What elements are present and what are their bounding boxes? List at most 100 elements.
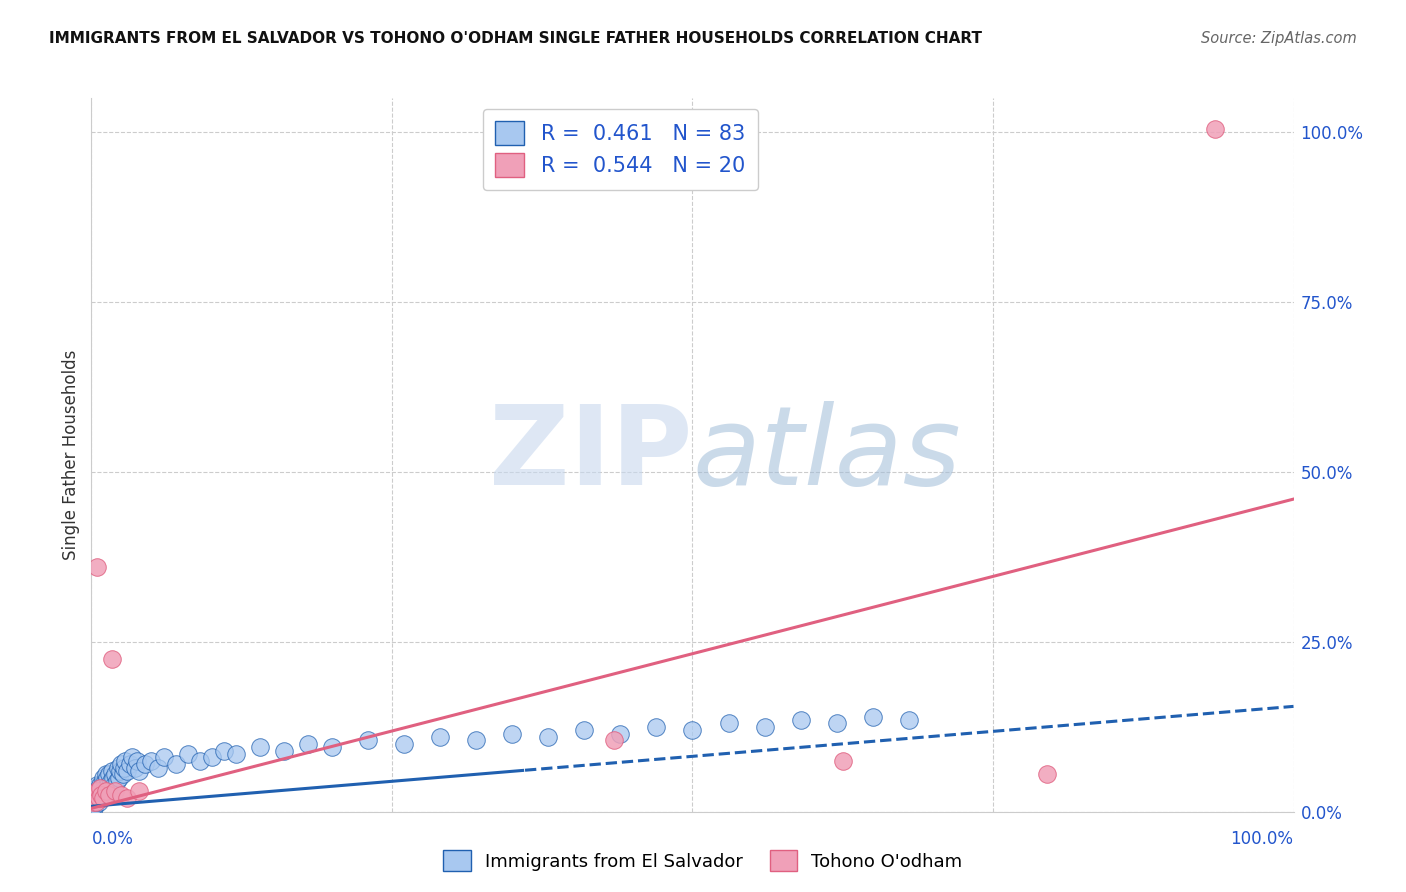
Point <box>82 795 104 809</box>
Point <box>249 740 271 755</box>
Point <box>90 780 112 795</box>
Point <box>93 788 115 802</box>
Point <box>114 754 136 768</box>
Text: IMMIGRANTS FROM EL SALVADOR VS TOHONO O'ODHAM SINGLE FATHER HOUSEHOLDS CORRELATI: IMMIGRANTS FROM EL SALVADOR VS TOHONO O'… <box>49 31 983 46</box>
Point <box>128 784 150 798</box>
Point <box>86 791 108 805</box>
Point <box>110 788 132 802</box>
Point <box>357 733 380 747</box>
Point <box>83 795 105 809</box>
Point <box>93 791 115 805</box>
Legend: Immigrants from El Salvador, Tohono O'odham: Immigrants from El Salvador, Tohono O'od… <box>436 843 970 879</box>
Point <box>101 764 124 778</box>
Point <box>84 791 107 805</box>
Text: atlas: atlas <box>692 401 962 508</box>
Point <box>96 784 118 798</box>
Point <box>84 795 107 809</box>
Point <box>86 784 108 798</box>
Point <box>93 774 115 789</box>
Point <box>97 778 120 792</box>
Point <box>146 760 169 774</box>
Point <box>117 764 139 778</box>
Point <box>84 784 107 798</box>
Point <box>101 652 124 666</box>
Text: 100.0%: 100.0% <box>1230 830 1294 847</box>
Point <box>87 788 110 802</box>
Point <box>111 767 134 781</box>
Point <box>429 730 451 744</box>
Point <box>98 788 121 802</box>
Point <box>83 801 105 815</box>
Point <box>603 733 626 747</box>
Point <box>98 767 121 781</box>
Point <box>201 750 224 764</box>
Point <box>108 771 131 785</box>
Point <box>188 754 211 768</box>
Point <box>645 720 668 734</box>
Point <box>574 723 596 738</box>
Point <box>609 726 631 740</box>
Point <box>98 780 121 795</box>
Point <box>86 560 108 574</box>
Point <box>1204 121 1226 136</box>
Point <box>128 764 150 778</box>
Point <box>165 757 187 772</box>
Point <box>831 754 853 768</box>
Point <box>717 716 740 731</box>
Point <box>86 778 108 792</box>
Point <box>89 778 111 792</box>
Point <box>93 771 115 785</box>
Point <box>91 778 114 792</box>
Point <box>124 760 146 774</box>
Point <box>537 730 560 744</box>
Point <box>100 774 122 789</box>
Point <box>90 788 112 802</box>
Point <box>90 788 112 802</box>
Point <box>176 747 198 761</box>
Point <box>212 743 235 757</box>
Point <box>82 791 104 805</box>
Text: ZIP: ZIP <box>489 401 692 508</box>
Point <box>465 733 488 747</box>
Point <box>321 740 343 755</box>
Point <box>94 767 117 781</box>
Point <box>84 788 107 802</box>
Point <box>825 716 848 731</box>
Point <box>83 788 105 802</box>
Text: 0.0%: 0.0% <box>91 830 134 847</box>
Point <box>105 774 128 789</box>
Point <box>141 754 163 768</box>
Point <box>89 784 111 798</box>
Point <box>104 784 127 798</box>
Point <box>87 780 110 795</box>
Point <box>225 747 247 761</box>
Point <box>112 760 135 774</box>
Point <box>117 791 139 805</box>
Point <box>94 780 117 795</box>
Point <box>84 788 107 802</box>
Point <box>125 754 148 768</box>
Point <box>104 767 127 781</box>
Point <box>94 784 117 798</box>
Y-axis label: Single Father Households: Single Father Households <box>62 350 80 560</box>
Text: Source: ZipAtlas.com: Source: ZipAtlas.com <box>1201 31 1357 46</box>
Point <box>754 720 776 734</box>
Point <box>91 791 114 805</box>
Point <box>87 795 110 809</box>
Point <box>392 737 415 751</box>
Point <box>681 723 703 738</box>
Point <box>273 743 295 757</box>
Point <box>84 795 107 809</box>
Point <box>103 778 125 792</box>
Point <box>152 750 174 764</box>
Point <box>110 757 132 772</box>
Legend: R =  0.461   N = 83, R =  0.544   N = 20: R = 0.461 N = 83, R = 0.544 N = 20 <box>482 109 758 190</box>
Point <box>107 760 129 774</box>
Point <box>87 791 110 805</box>
Point <box>789 713 811 727</box>
Point <box>110 764 132 778</box>
Point <box>897 713 920 727</box>
Point <box>134 757 156 772</box>
Point <box>93 784 115 798</box>
Point <box>83 791 105 805</box>
